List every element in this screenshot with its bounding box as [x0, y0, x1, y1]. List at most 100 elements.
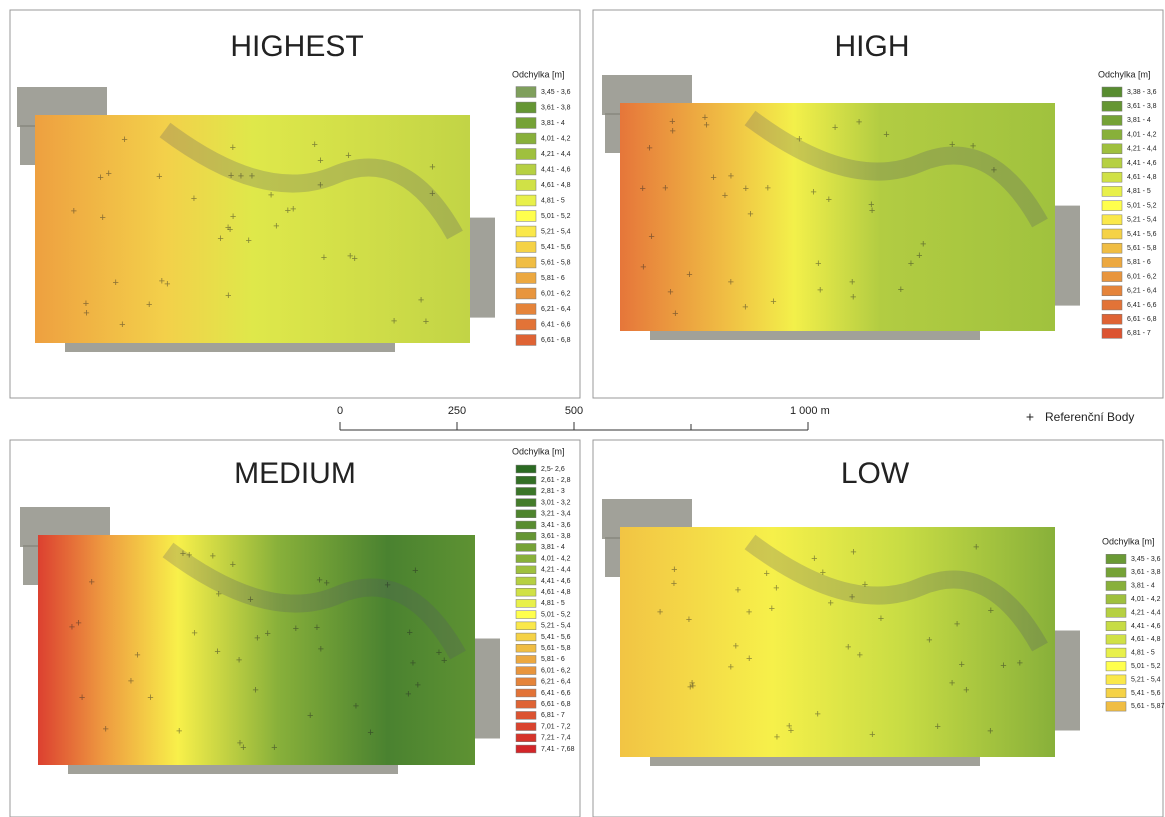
reference-point: +	[710, 172, 716, 184]
legend-swatch	[1101, 313, 1123, 325]
legend-swatch	[515, 744, 537, 754]
reference-point: +	[949, 139, 955, 151]
legend-label: 3,41 - 3,6	[541, 522, 571, 529]
reference-point: +	[690, 681, 696, 693]
reference-point: +	[786, 720, 792, 732]
legend-swatch	[1105, 634, 1127, 645]
reference-point: +	[191, 193, 197, 205]
deviation-surface	[620, 103, 1055, 331]
reference-point: +	[667, 286, 673, 298]
reference-point: +	[415, 679, 421, 691]
reference-point: +	[314, 622, 320, 634]
legend-label: 7,21 - 7,4	[541, 735, 571, 742]
reference-label: Referenční Body	[1045, 410, 1134, 424]
legend-label: 4,21 - 4,4	[1131, 609, 1161, 616]
reference-point: +	[987, 726, 993, 738]
legend-label: 5,61 - 5,87	[1131, 703, 1165, 710]
deviation-surface	[35, 115, 470, 343]
reference-point: +	[89, 577, 95, 589]
reference-point: +	[648, 231, 654, 243]
reference-point: +	[164, 279, 170, 291]
legend-label: 4,41 - 4,6	[541, 166, 571, 173]
reference-point: +	[441, 655, 447, 667]
legend-label: 6,01 - 6,2	[1127, 273, 1157, 280]
legend-label: 3,61 - 3,8	[1127, 103, 1157, 110]
reference-point: +	[765, 183, 771, 195]
legend-label: 5,61 - 5,8	[1127, 245, 1157, 252]
reference-point: +	[963, 685, 969, 697]
legend-swatch	[515, 498, 537, 507]
scale-label: 500	[565, 405, 583, 417]
legend-swatch	[1101, 186, 1123, 197]
reference-point: +	[862, 579, 868, 591]
stream-path	[744, 110, 1048, 228]
legend-label: 6,81 - 7	[1127, 330, 1151, 337]
reference-point: +	[83, 307, 89, 319]
reference-point: +	[850, 291, 856, 303]
legend-swatch	[1101, 200, 1123, 211]
legend-swatch	[515, 86, 537, 98]
reference-point: +	[814, 709, 820, 721]
legend-swatch	[1101, 257, 1123, 268]
legend-label: 5,81 - 6	[1127, 259, 1151, 266]
legend-swatch	[515, 194, 537, 207]
legend-label: 4,81 - 5	[1131, 650, 1155, 657]
reference-point: +	[662, 182, 668, 194]
legend-swatch	[515, 722, 537, 731]
reference-point: +	[106, 168, 112, 180]
reference-point: +	[747, 209, 753, 221]
reference-point: +	[832, 122, 838, 134]
reference-point: +	[850, 546, 856, 558]
reference-point: +	[657, 606, 663, 618]
reference-point: +	[883, 129, 889, 141]
reference-point: +	[318, 644, 324, 656]
reference-point: +	[75, 618, 81, 630]
legend-label: 6,41 - 6,6	[541, 690, 571, 697]
legend-swatch	[1105, 688, 1127, 698]
reference-point: +	[670, 125, 676, 137]
legend-swatch	[1105, 661, 1127, 672]
legend-swatch	[515, 303, 537, 315]
reference-point: +	[317, 180, 323, 192]
legend-label: 4,81 - 5	[1127, 188, 1151, 195]
legend-swatch	[515, 272, 537, 284]
legend-label: 5,21 - 5,4	[541, 623, 571, 630]
reference-point: +	[820, 567, 826, 579]
reference-point: +	[935, 721, 941, 733]
reference-point: +	[352, 253, 358, 265]
legend-swatch	[515, 565, 537, 574]
legend-swatch	[515, 711, 537, 720]
reference-point: +	[973, 542, 979, 554]
reference-point: +	[230, 142, 236, 154]
legend-swatch	[1105, 594, 1127, 605]
reference-point: +	[103, 724, 109, 736]
reference-point: +	[742, 301, 748, 313]
legend-swatch	[515, 688, 537, 698]
reference-point: +	[856, 117, 862, 129]
reference-point: +	[216, 589, 222, 601]
legend-label: 5,41 - 5,6	[1127, 231, 1157, 238]
reference-point: +	[436, 647, 442, 659]
legend-swatch	[515, 225, 537, 238]
reference-point: +	[926, 634, 932, 646]
legend-label: 3,21 - 3,4	[541, 511, 571, 518]
legend-swatch	[515, 588, 537, 597]
legend-swatch	[1101, 143, 1123, 155]
legend-label: 3,38 - 3,6	[1127, 89, 1157, 96]
reference-point: +	[702, 112, 708, 124]
reference-point: +	[97, 172, 103, 184]
legend-label: 4,01 - 4,2	[1127, 131, 1157, 138]
legend-label: 5,01 - 5,2	[541, 213, 571, 220]
reference-point: +	[307, 710, 313, 722]
stream-path	[159, 122, 463, 240]
reference-point: +	[722, 190, 728, 202]
reference-point: +	[991, 164, 997, 176]
reference-point: +	[898, 284, 904, 296]
reference-point: +	[83, 298, 89, 310]
reference-point: +	[119, 319, 125, 331]
panel: ++++++++++++++++++++++++++++++++++++++++…	[9, 9, 581, 399]
reference-point: +	[159, 276, 165, 288]
stream-path	[744, 534, 1048, 652]
legend-label: 6,01 - 6,2	[541, 667, 571, 674]
legend-label: 3,61 - 3,8	[541, 533, 571, 540]
